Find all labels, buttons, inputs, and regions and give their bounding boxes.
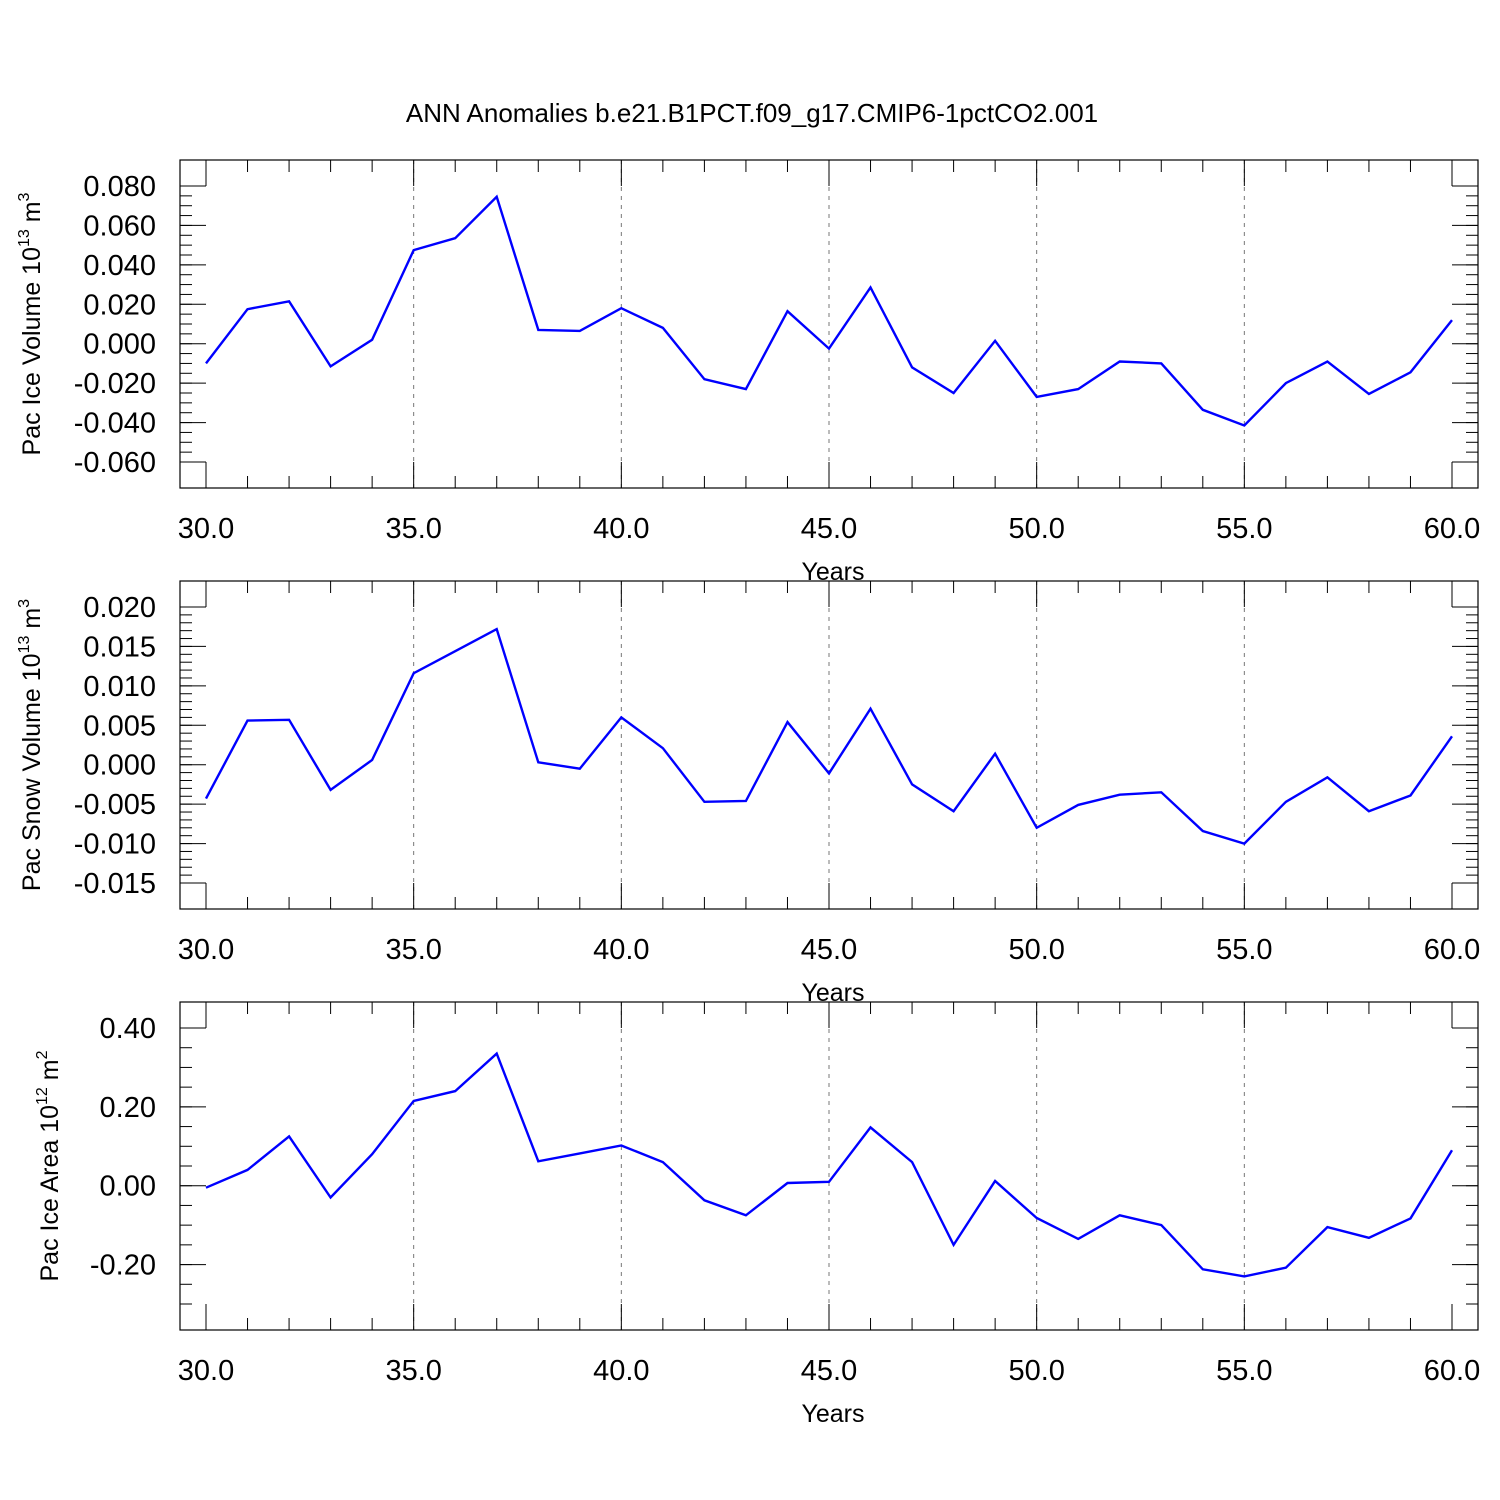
panel-1: -0.060 -0.040 -0.020 0.000 0.020 0.040 0.060 0.… [16,159,1480,586]
x-tick-label: 30.0 [178,1355,234,1387]
x-tick-label: 40.0 [593,513,649,545]
y-axis-label-superscript: 13 [16,229,33,247]
x-tick-label: 45.0 [801,513,857,545]
y-axis-label-superscript: 2 [34,1050,51,1059]
x-tick-label: 60.0 [1424,1355,1480,1387]
y-axis-label: Pac Ice Area 1012 m2 [34,1050,64,1281]
series-line [204,627,1453,845]
x-tick-label: 50.0 [1008,934,1064,966]
y-tick-label: 0.010 [83,671,156,703]
x-tick-label: 60.0 [1424,513,1480,545]
y-axis-label-superscript: 3 [16,599,33,608]
series-line [205,1051,1454,1278]
y-tick-label: -0.020 [74,368,156,400]
x-tick-label: 40.0 [593,1355,649,1387]
y-tick-label: -0.010 [74,829,156,861]
panels-group: -0.060 -0.040 -0.020 0.000 0.020 0.040 0.060 0.… [16,159,1480,1428]
y-axis-label-part: m [18,201,46,229]
panel-3: -0.20 0.00 0.20 0.40 30.0 35.0 40.0 45.0 50.0 55.… [34,1001,1480,1428]
y-tick-label: -0.040 [74,408,156,440]
y-tick-label: 0.060 [83,210,156,242]
y-axis-label-superscript: 12 [34,1087,51,1105]
series-line [205,194,1453,427]
y-tick-label: 0.40 [100,1013,156,1045]
y-tick-label: 0.020 [83,592,156,624]
x-tick-label: 45.0 [801,934,857,966]
y-axis-label-superscript: 3 [16,192,33,201]
y-tick-label: 0.005 [83,710,156,742]
y-axis-label-superscript: 13 [16,636,33,654]
x-tick-label: 35.0 [385,1355,441,1387]
x-tick-label: 35.0 [385,513,441,545]
y-axis-label-part: m [36,1059,64,1087]
x-tick-label: 40.0 [593,934,649,966]
y-tick-label: -0.005 [74,789,156,821]
y-axis-label-part: Pac Ice Area 10 [36,1105,64,1282]
y-tick-label: -0.20 [90,1250,156,1282]
y-axis-label: Pac Ice Volume 1013 m3 [16,192,46,455]
y-tick-label: 0.000 [83,750,156,782]
x-tick-label: 55.0 [1216,1355,1272,1387]
y-axis-label-part: Pac Ice Volume 10 [18,247,46,455]
x-tick-label: 35.0 [385,934,441,966]
x-tick-label: 45.0 [801,1355,857,1387]
y-tick-label: 0.020 [83,289,156,321]
y-tick-label: 0.20 [100,1092,156,1124]
x-tick-label: 55.0 [1216,934,1272,966]
x-axis-label: Years [801,1400,864,1428]
y-tick-label: -0.060 [74,447,156,479]
y-tick-label: 0.040 [83,250,156,282]
x-tick-label: 50.0 [1008,513,1064,545]
y-tick-label: -0.015 [74,868,156,900]
figure-title: ANN Anomalies b.e21.B1PCT.f09_g17.CMIP6-… [406,98,1098,128]
x-tick-label: 60.0 [1424,934,1480,966]
y-tick-label: 0.000 [83,329,156,361]
y-axis-label-part: Pac Snow Volume 10 [18,653,46,891]
y-tick-label: 0.00 [100,1171,156,1203]
x-axis-label: Years [801,979,864,1007]
x-axis-label: Years [801,558,864,586]
panel-2: -0.015 -0.010 -0.005 0.000 0.005 0.010 0.015 0.… [16,580,1480,1007]
x-tick-label: 30.0 [178,934,234,966]
x-tick-label: 55.0 [1216,513,1272,545]
y-tick-label: 0.080 [83,171,156,203]
y-axis-label: Pac Snow Volume 1013 m3 [16,599,46,891]
x-tick-label: 50.0 [1008,1355,1064,1387]
y-tick-label: 0.015 [83,631,156,663]
x-tick-label: 30.0 [178,513,234,545]
y-axis-label-part: m [18,608,46,636]
